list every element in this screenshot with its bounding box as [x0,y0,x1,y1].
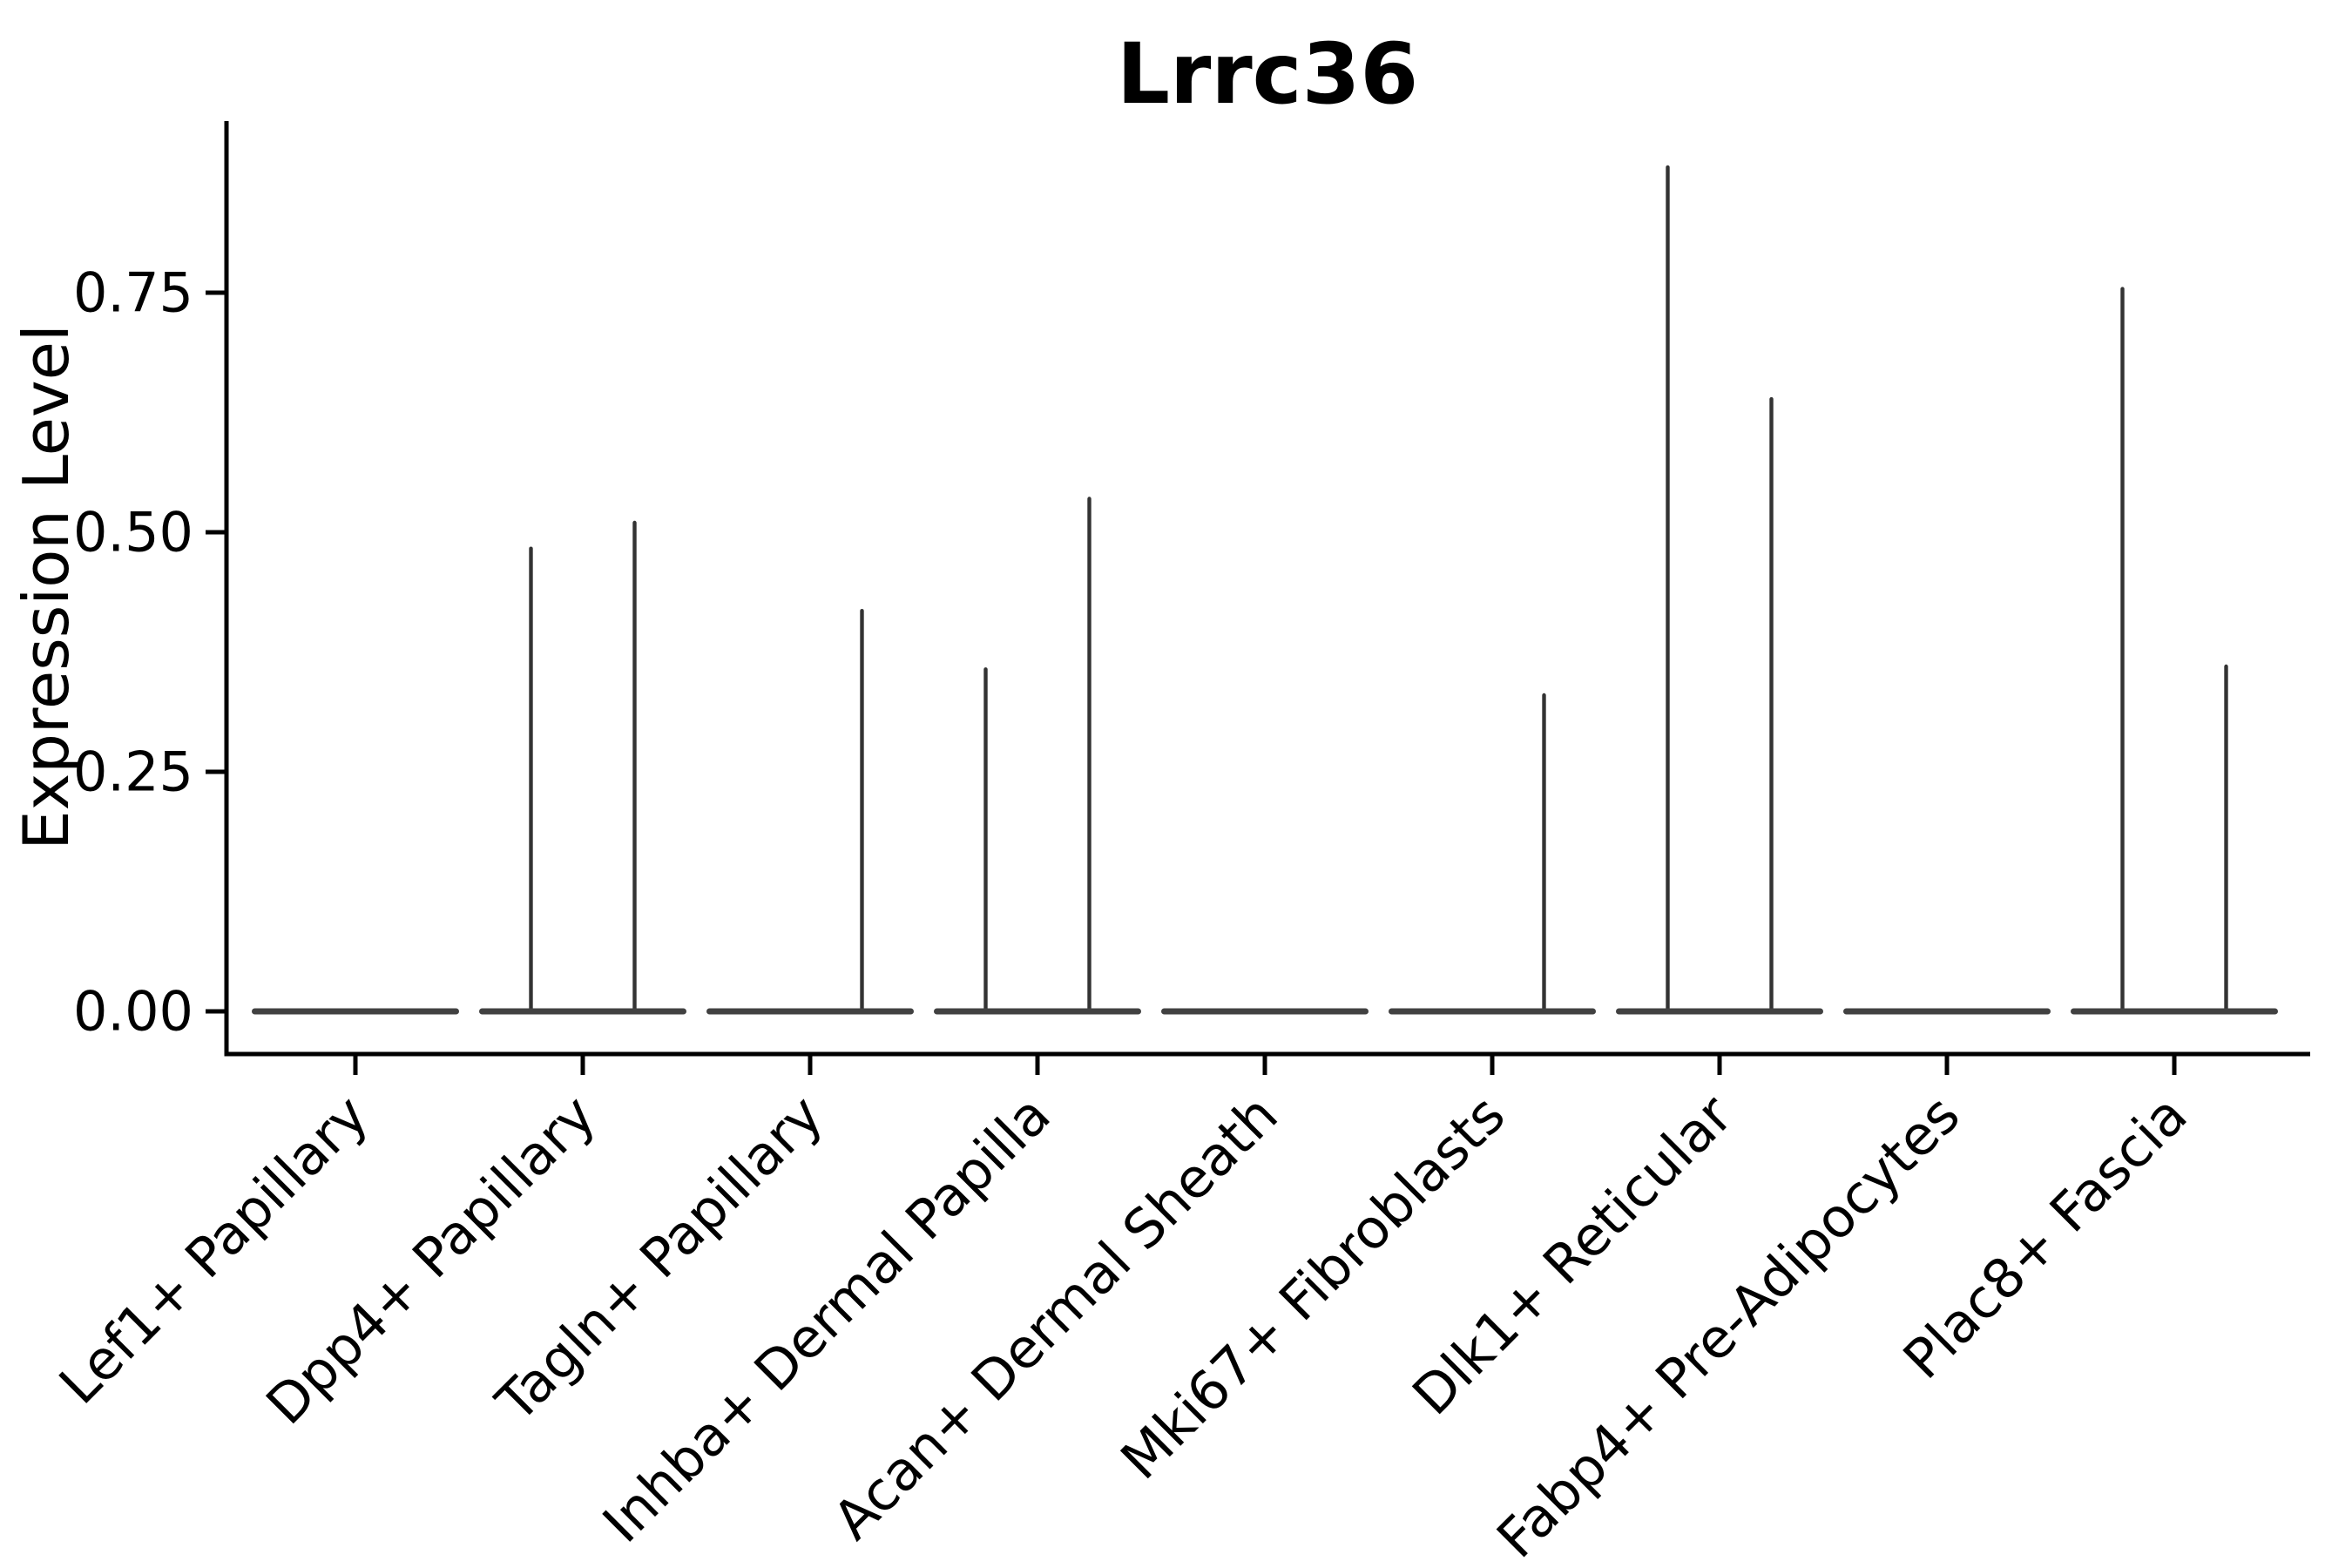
violin-body [252,1008,459,1015]
violin-spike-right [860,609,864,1011]
violin-body [2071,1008,2278,1015]
violin-spike-left [1666,165,1670,1011]
violin-spike-left [529,546,533,1011]
violin-spike-right [632,520,637,1011]
violin-body [479,1008,686,1015]
chart-title: Lrrc36 [1117,25,1418,123]
violin-spike-left [983,667,988,1011]
violin-spike-left [2120,287,2125,1011]
y-tick-label: 0.00 [73,980,193,1044]
violin-body [1616,1008,1823,1015]
violin-spike-right [1769,396,1774,1011]
violin-spike-right [1087,497,1092,1011]
x-tick-label: Inhba+ Dermal Papilla [591,1083,1063,1555]
violin-body [706,1008,914,1015]
y-axis-ticks: 0.00 0.25 0.50 0.75 [73,261,226,1044]
x-tick-label: Mki67+ Fibroblasts [1108,1083,1517,1491]
violins [252,165,2278,1015]
y-tick-label: 0.25 [73,740,193,804]
violin-body [1161,1008,1369,1015]
y-tick-label: 0.75 [73,261,193,325]
violin-body [1843,1008,2051,1015]
violin-body [1389,1008,1596,1015]
y-tick-label: 0.50 [73,501,193,564]
violin-spike-right [2224,664,2228,1011]
x-tick-label: Acan+ Dermal Sheath [821,1083,1289,1551]
axes [224,121,2310,1057]
x-tick-label: Fabp4+ Pre-Adipocytes [1484,1083,1971,1568]
violin-spike-right [1542,693,1546,1011]
y-axis-label: Expression Level [10,324,83,850]
violin-body [934,1008,1141,1015]
